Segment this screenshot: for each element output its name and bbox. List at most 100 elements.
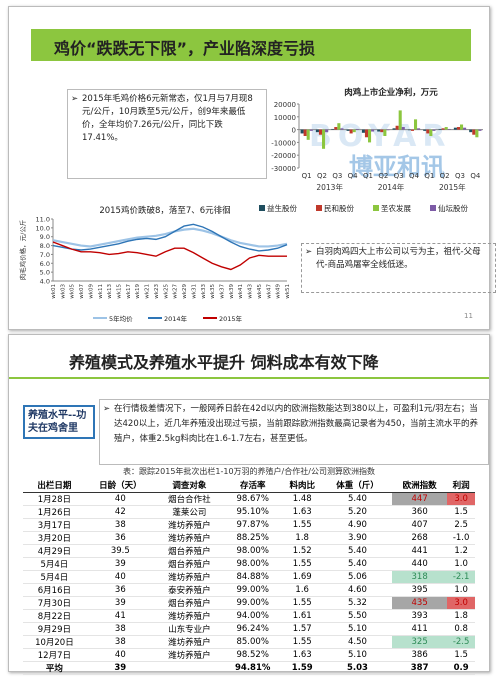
table-cell: 447 <box>392 492 448 506</box>
bar <box>386 129 390 131</box>
y-tick-label: 9.0 <box>40 233 50 241</box>
bar <box>325 129 329 133</box>
y-tick-label: 7.0 <box>40 251 50 259</box>
table-cell: 268 <box>392 531 448 545</box>
table-cell: 39 <box>85 661 155 675</box>
x-tick-label: wk25 <box>163 284 169 299</box>
table-cell: 1.8 <box>447 609 475 623</box>
x-tick-label: wk39 <box>229 284 235 299</box>
bar <box>331 128 335 130</box>
paragraph-box: ➢ 在行情极差情况下，一般网养日龄在42d以内的欧洲指数能达到380以上，可盈利1… <box>99 399 489 465</box>
x-tick-label: Q1 <box>302 172 312 180</box>
table-cell: 1.5 <box>447 505 475 519</box>
x-tick-label: wk45 <box>257 284 263 299</box>
bar <box>478 129 482 131</box>
bar <box>469 129 473 133</box>
table-cell: 1.63 <box>281 648 323 662</box>
legend-label: 益生股份 <box>267 203 297 213</box>
bar <box>355 128 359 130</box>
column-header: 存活率 <box>223 478 282 493</box>
table-cell: 325 <box>392 635 448 649</box>
legend-swatch <box>259 205 265 211</box>
x-tick-label: wk19 <box>135 284 141 299</box>
table-cell: 435 <box>392 596 448 610</box>
legend-label: 圣农发展 <box>381 203 411 213</box>
x-tick-label: Q1 <box>424 172 434 180</box>
column-header: 欧洲指数 <box>392 478 448 493</box>
bar <box>383 129 387 136</box>
bar <box>306 129 310 140</box>
table-cell: 318 <box>392 570 448 584</box>
bar <box>364 129 368 138</box>
table-cell: 4.50 <box>322 635 392 649</box>
table-cell: 山东专业户 <box>154 622 224 636</box>
y-tick-label: 20000 <box>274 101 296 109</box>
bar <box>349 129 353 134</box>
column-header: 体重（斤） <box>322 478 392 493</box>
table-cell: 95.10% <box>223 505 282 519</box>
x-tick-label: Q2 <box>440 172 450 180</box>
x-tick-label: Q3 <box>332 172 342 180</box>
x-tick-label: wk33 <box>201 284 207 299</box>
slide-title: 鸡价“跌跌无下限”，产业陷深度亏损 <box>54 39 316 58</box>
x-tick-label: wk01 <box>51 284 57 299</box>
bar <box>438 128 442 130</box>
bar <box>309 129 313 131</box>
bar-chart: 肉鸡上市企业净利，万元 20000 10000 0 -10000 -20000 -30000… <box>259 87 483 213</box>
table-cell: 3月20日 <box>23 531 86 545</box>
note-text: 2015年毛鸡价格6元新常态，仅1月与7月现8元/公斤，10月跌至5元/公斤，创… <box>82 94 253 143</box>
table-cell: 5.20 <box>322 505 392 519</box>
table-cell: 1.59 <box>281 661 323 675</box>
table-wrap: 出栏日期 日龄（天） 调查对象 存活率 料肉比 体重（斤） 欧洲指数 利润 1月28日 40 烟台合… <box>23 478 475 675</box>
table-cell: 39 <box>85 557 155 571</box>
x-tick-label: wk17 <box>126 284 132 299</box>
table-cell: 10月20日 <box>23 635 86 649</box>
table-cell: 泰安养殖户 <box>154 583 224 597</box>
table-cell: 1.48 <box>281 492 323 506</box>
bar <box>392 128 396 130</box>
bar <box>410 129 414 131</box>
table-cell: 潍坊养殖户 <box>154 648 224 662</box>
table-cell: 5.40 <box>322 544 392 558</box>
table-row: 1月28日 40 烟台合作社 98.67% 1.48 5.40 447 3.0 <box>23 492 475 506</box>
table-cell: -1.0 <box>447 531 475 545</box>
x-tick-label: wk13 <box>107 284 113 299</box>
table-cell: 1.69 <box>281 570 323 584</box>
table-row: 5月4日 39 烟台养殖户 98.00% 1.55 5.40 440 1.0 <box>23 557 475 571</box>
table-cell: 1.55 <box>281 635 323 649</box>
bar <box>318 129 322 135</box>
column-header: 利润 <box>447 478 475 493</box>
table-cell: 97.87% <box>223 518 282 532</box>
table-cell: 8月22日 <box>23 609 86 623</box>
table-cell: 40 <box>85 492 155 506</box>
x-tick-label: Q4 <box>348 172 359 180</box>
x-tick-label: Q2 <box>317 172 327 180</box>
table-cell: 9月29日 <box>23 622 86 636</box>
table-cell: 6月16日 <box>23 583 86 597</box>
table-cell: 烟台合作社 <box>154 492 224 506</box>
y-tick-label: 10.0 <box>36 224 50 232</box>
bar <box>346 129 350 131</box>
title-rule <box>9 377 489 379</box>
table-cell: 1.55 <box>281 557 323 571</box>
chart-title: 肉鸡上市企业净利，万元 <box>344 87 438 98</box>
table-cell: 烟台养殖户 <box>154 596 224 610</box>
table-row: 4月29日 39.5 烟台养殖户 98.00% 1.52 5.40 441 1.2 <box>23 544 475 558</box>
note-box: ➢ 2015年毛鸡价格6元新常态，仅1月与7月现8元/公斤，10月跌至5元/公斤，… <box>67 89 267 179</box>
x-tick-label: wk15 <box>117 284 123 299</box>
table-row: 3月17日 38 潍坊养殖户 97.87% 1.55 4.90 407 2.5 <box>23 518 475 532</box>
table-cell: 1.55 <box>281 518 323 532</box>
bar <box>407 129 411 131</box>
x-tick-label: wk23 <box>154 284 160 299</box>
x-tick-label: wk47 <box>266 284 272 299</box>
x-tick-label: wk09 <box>88 284 94 299</box>
table: 出栏日期 日龄（天） 调查对象 存活率 料肉比 体重（斤） 欧洲指数 利润 1月28日 40 烟台合… <box>23 478 475 675</box>
table-cell: 烟台养殖户 <box>154 544 224 558</box>
bar <box>395 125 399 130</box>
table-row: 1月26日 42 蓬莱公司 95.10% 1.63 5.20 360 1.5 <box>23 505 475 519</box>
table-cell: 39 <box>85 596 155 610</box>
table-cell: 387 <box>392 661 448 675</box>
table-cell: 85.00% <box>223 635 282 649</box>
table-cell <box>154 661 224 675</box>
table-cell: 平均 <box>23 661 86 675</box>
